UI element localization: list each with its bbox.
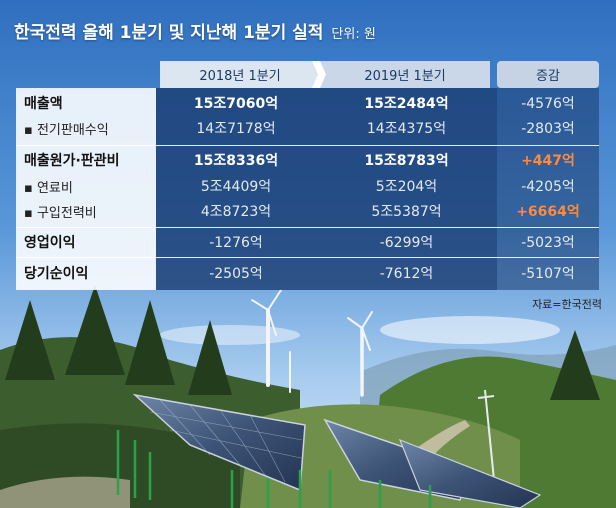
value-diff: -5107억 — [521, 266, 575, 282]
value-2018: 5조4409억 — [200, 179, 272, 195]
unit-label: 단위: 원 — [331, 27, 376, 42]
value-2019: 15조8783억 — [364, 153, 449, 169]
value-2018: 14조7178억 — [196, 121, 276, 137]
data-columns-bg — [156, 88, 497, 290]
value-diff: -4205억 — [521, 179, 575, 195]
group-divider — [16, 145, 599, 146]
title-text: 한국전력 올해 1분기 및 지난해 1분기 실적 — [14, 23, 324, 43]
value-2019: 14조4375억 — [366, 121, 447, 137]
row-label: 매출액 — [24, 96, 63, 112]
value-2018: 15조7060억 — [193, 96, 279, 112]
source-note: 자료=한국전력 — [532, 298, 602, 311]
column-header-2018: 2018년 1분기 — [160, 61, 320, 88]
value-2019: -7612억 — [379, 266, 434, 282]
column-header-2019: 2019년 1분기 — [320, 61, 490, 88]
value-2018: 15조8336억 — [193, 153, 279, 169]
value-2019: 5조204억 — [375, 179, 438, 195]
table-row-cost: 매출원가·판관비 15조8336억 15조8783억 +447억 — [16, 149, 599, 171]
value-2019: 5조5387억 — [371, 204, 442, 220]
row-label: ▪ 구입전력비 — [24, 205, 97, 221]
group-divider — [16, 227, 599, 228]
chevron-right-icon — [312, 61, 326, 88]
value-2018: -1276억 — [209, 235, 263, 251]
diff-column-bg — [497, 88, 599, 290]
group-divider — [16, 257, 599, 258]
column-header-diff: 증감 — [497, 61, 599, 88]
row-label: ▪ 연료비 — [24, 180, 73, 196]
label-column-bg — [16, 88, 156, 290]
value-2019: 15조2484억 — [364, 96, 449, 112]
value-diff: -4576억 — [521, 96, 575, 112]
table-row-operating-profit: 영업이익 -1276억 -6299억 -5023억 — [16, 231, 599, 253]
chart-title: 한국전력 올해 1분기 및 지난해 1분기 실적 단위: 원 — [14, 18, 376, 43]
row-label: 영업이익 — [24, 235, 76, 251]
table-row-fuel: ▪ 연료비 5조4409억 5조204억 -4205억 — [16, 175, 599, 197]
row-label: 매출원가·판관비 — [24, 153, 120, 169]
value-diff: +447억 — [521, 153, 575, 169]
value-2018: 4조8723억 — [200, 204, 272, 220]
value-2018: -2505억 — [209, 266, 263, 282]
table-row-net-income: 당기순이익 -2505억 -7612억 -5107억 — [16, 262, 599, 284]
value-diff: +6664억 — [516, 204, 580, 220]
table-row-power-purchase: ▪ 구입전력비 4조8723억 5조5387억 +6664억 — [16, 200, 599, 222]
row-label: ▪ 전기판매수익 — [24, 122, 109, 138]
table-row-electricity-sales: ▪ 전기판매수익 14조7178억 14조4375억 -2803억 — [16, 117, 599, 139]
row-label: 당기순이익 — [24, 266, 89, 282]
value-2019: -6299억 — [379, 235, 434, 251]
data-table: 매출액 15조7060억 15조2484억 -4576억 ▪ 전기판매수익 14… — [16, 88, 599, 290]
value-diff: -2803억 — [521, 121, 575, 137]
value-diff: -5023억 — [521, 235, 575, 251]
table-row-revenue: 매출액 15조7060억 15조2484억 -4576억 — [16, 92, 599, 114]
